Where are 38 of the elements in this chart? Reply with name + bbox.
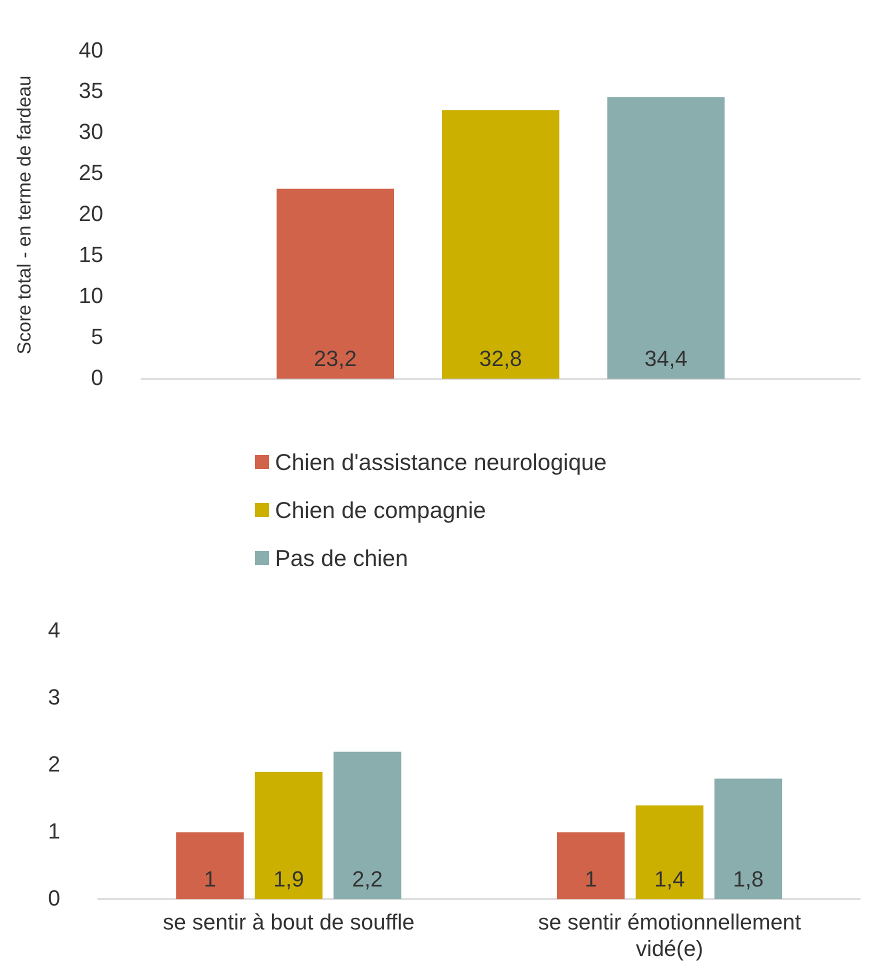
y-axis-title: Score total - en terme de fardeau: [14, 76, 36, 354]
data-label: 1: [584, 866, 597, 892]
bar: [714, 778, 782, 900]
data-label: 2,2: [352, 866, 383, 892]
bar: [636, 805, 704, 900]
y-tick-label: 40: [78, 37, 104, 62]
bar: [556, 832, 625, 900]
y-tick-label: 30: [78, 119, 104, 144]
y-tick-label: 0: [91, 364, 104, 390]
y-tick-label: 20: [78, 201, 104, 226]
y-tick-label: 1: [48, 818, 60, 844]
legend-label: Chien d'assistance neurologique: [275, 448, 607, 476]
data-label: 1,9: [273, 866, 304, 892]
y-tick-label: 25: [78, 160, 104, 186]
x-tick-label: se sentir émotionnellement vidé(e): [538, 909, 802, 961]
data-label: 23,2: [314, 346, 357, 371]
bar: [607, 97, 725, 379]
bar: [276, 188, 394, 379]
data-label: 1,4: [654, 866, 685, 892]
y-tick-label: 2: [48, 751, 60, 776]
bar: [334, 752, 402, 900]
legend-label: Pas de chien: [275, 544, 408, 572]
x-tick-label: se sentir à bout de souffle: [162, 909, 414, 934]
legend-label: Chien de compagnie: [275, 496, 486, 524]
data-label: 34,4: [644, 346, 688, 371]
data-label: 32,8: [479, 346, 522, 371]
y-tick-label: 10: [78, 282, 104, 308]
bar: [254, 772, 323, 900]
bar: [176, 832, 244, 900]
bar: [442, 110, 560, 379]
data-label: 1,8: [732, 866, 764, 892]
y-tick-label: 15: [78, 242, 104, 268]
data-label: 1: [204, 866, 216, 892]
y-tick-label: 0: [48, 885, 60, 910]
y-tick-label: 4: [48, 617, 60, 642]
y-tick-label: 5: [91, 324, 104, 349]
y-tick-label: 35: [78, 78, 104, 104]
y-tick-label: 3: [48, 684, 60, 710]
